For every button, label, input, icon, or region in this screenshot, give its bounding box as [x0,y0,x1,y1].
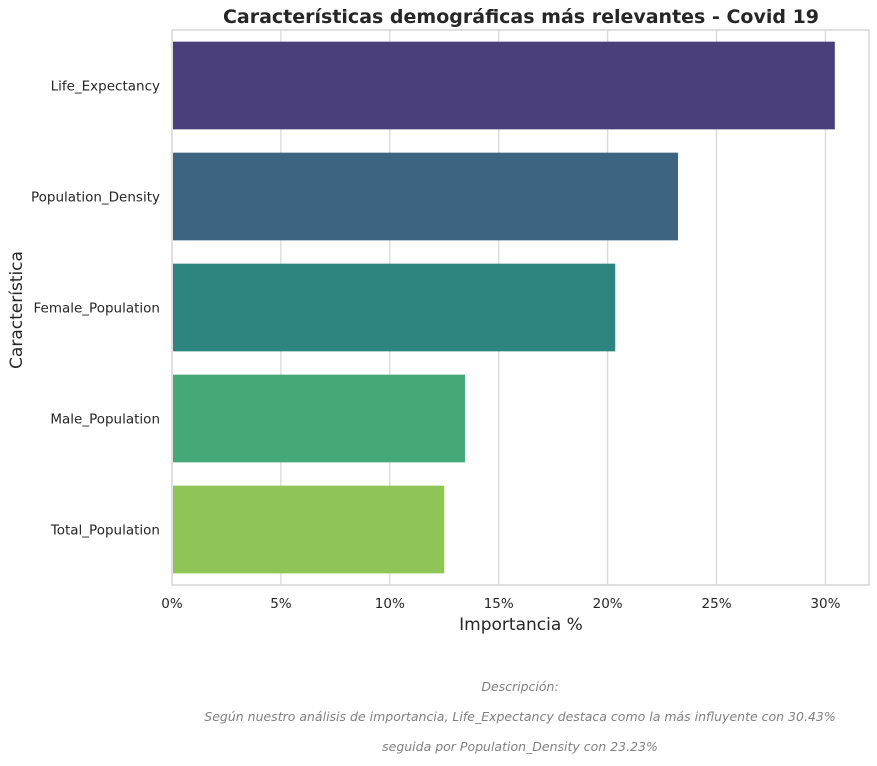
bar [173,41,835,130]
description-line-2: seguida por Population_Density con 23.23… [382,739,658,754]
y-axis-label: Característica [7,251,27,369]
x-tick-label: 15% [484,596,514,612]
bar-chart: 0% 5% 10% 15% 20% 25% 30% Life_Expectancy Popul… [7,6,870,635]
bar [173,485,445,574]
x-tick-labels: 0% 5% 10% 15% 20% 25% 30% [161,596,840,612]
x-tick-label: 5% [270,596,292,612]
y-category-label: Total_Population [50,523,160,539]
bars [173,41,835,574]
bar [173,152,678,241]
bar [173,263,616,352]
x-tick-label: 20% [593,596,623,612]
y-category-label: Male_Population [50,412,160,428]
y-category-labels: Life_Expectancy Population_Density Female_… [31,79,160,539]
x-tick-label: 25% [702,596,732,612]
description-line-1: Según nuestro análisis de importancia, L… [204,709,836,724]
x-tick-label: 0% [161,596,183,612]
y-category-label: Population_Density [31,190,160,206]
x-tick-label: 30% [810,596,840,612]
chart-title: Características demográficas más relevan… [223,6,819,28]
bar [173,374,465,463]
x-tick-label: 10% [375,596,405,612]
description-heading: Descripción: [481,679,559,694]
y-category-label: Life_Expectancy [51,79,160,95]
y-category-label: Female_Population [34,301,161,317]
x-axis-label: Importancia % [459,615,583,635]
